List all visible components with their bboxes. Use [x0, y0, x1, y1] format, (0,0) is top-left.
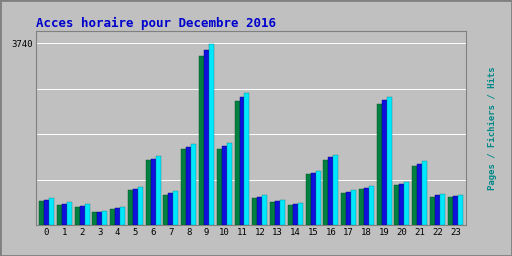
- Bar: [377, 104, 381, 225]
- Bar: [49, 198, 54, 225]
- Bar: [168, 194, 174, 225]
- Bar: [275, 201, 280, 225]
- Bar: [174, 191, 178, 225]
- Bar: [333, 155, 338, 225]
- Bar: [306, 174, 311, 225]
- Bar: [156, 156, 161, 225]
- Bar: [151, 159, 156, 225]
- Bar: [75, 207, 79, 225]
- Bar: [435, 195, 440, 225]
- Bar: [298, 203, 303, 225]
- Bar: [453, 196, 458, 225]
- Bar: [280, 199, 285, 225]
- Bar: [191, 144, 196, 225]
- Bar: [394, 185, 399, 225]
- Text: Pages / Fichiers / Hits: Pages / Fichiers / Hits: [488, 66, 497, 190]
- Bar: [97, 212, 102, 225]
- Bar: [324, 160, 328, 225]
- Bar: [92, 212, 97, 225]
- Bar: [417, 164, 422, 225]
- Bar: [67, 202, 72, 225]
- Bar: [146, 160, 151, 225]
- Bar: [234, 101, 240, 225]
- Bar: [181, 150, 186, 225]
- Bar: [404, 182, 410, 225]
- Bar: [440, 194, 445, 225]
- Bar: [102, 211, 108, 225]
- Bar: [163, 195, 168, 225]
- Bar: [217, 150, 222, 225]
- Bar: [199, 56, 204, 225]
- Text: Acces horaire pour Decembre 2016: Acces horaire pour Decembre 2016: [36, 16, 276, 29]
- Bar: [387, 97, 392, 225]
- Bar: [458, 195, 463, 225]
- Bar: [351, 190, 356, 225]
- Bar: [257, 197, 262, 225]
- Bar: [422, 161, 427, 225]
- Bar: [128, 190, 133, 225]
- Bar: [341, 193, 346, 225]
- Bar: [430, 197, 435, 225]
- Bar: [240, 97, 245, 225]
- Bar: [288, 205, 293, 225]
- Bar: [84, 204, 90, 225]
- Bar: [44, 200, 49, 225]
- Bar: [412, 166, 417, 225]
- Bar: [399, 184, 404, 225]
- Bar: [209, 44, 214, 225]
- Bar: [328, 157, 333, 225]
- Bar: [222, 146, 227, 225]
- Bar: [110, 209, 115, 225]
- Bar: [364, 188, 369, 225]
- Bar: [204, 50, 209, 225]
- Bar: [311, 173, 315, 225]
- Bar: [138, 187, 143, 225]
- Bar: [252, 198, 257, 225]
- Bar: [186, 147, 191, 225]
- Bar: [270, 202, 275, 225]
- Bar: [381, 100, 387, 225]
- Bar: [39, 201, 44, 225]
- Bar: [262, 195, 267, 225]
- Bar: [359, 189, 364, 225]
- Bar: [245, 93, 249, 225]
- Bar: [293, 204, 298, 225]
- Bar: [369, 186, 374, 225]
- Bar: [448, 197, 453, 225]
- Bar: [79, 206, 84, 225]
- Bar: [57, 205, 62, 225]
- Bar: [133, 189, 138, 225]
- Bar: [120, 207, 125, 225]
- Bar: [346, 192, 351, 225]
- Bar: [227, 143, 232, 225]
- Bar: [115, 208, 120, 225]
- Bar: [315, 171, 321, 225]
- Bar: [62, 204, 67, 225]
